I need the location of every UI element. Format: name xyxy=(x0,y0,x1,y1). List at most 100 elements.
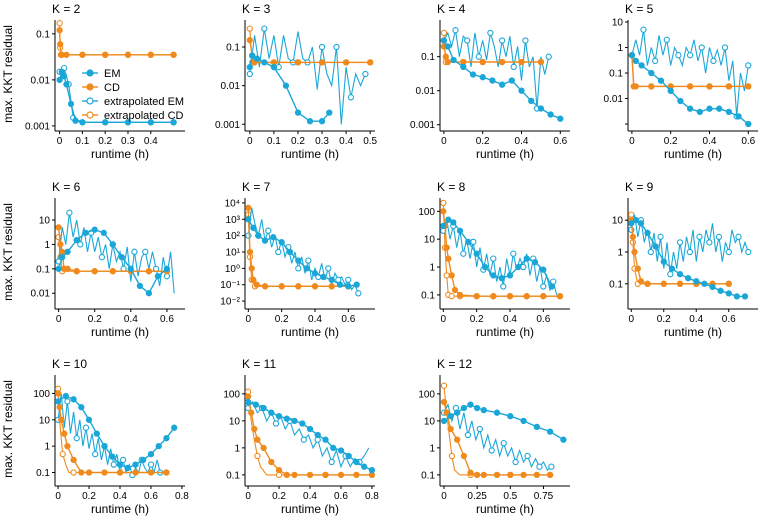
x-tick-label: 0.4 xyxy=(303,491,317,502)
x-tick-label: 0.6 xyxy=(741,136,755,147)
point-em xyxy=(127,265,134,272)
point-em xyxy=(72,117,79,124)
point-em xyxy=(560,436,567,443)
x-tick-label: 0.4 xyxy=(689,314,703,325)
point-cd xyxy=(132,469,139,476)
x-tick-label: 0.75 xyxy=(534,491,554,502)
point-em xyxy=(676,271,684,278)
panel-k8: K = 8 0 0.2 0.4 0.6 0.1 1 10 100 runtime (h) xyxy=(418,180,570,339)
point-em xyxy=(244,398,252,406)
point-extrapolated-em xyxy=(110,461,117,468)
point-em xyxy=(469,71,477,78)
point-extrapolated-em xyxy=(464,37,471,44)
point-cd xyxy=(318,59,326,66)
y-tick-label: 0.001 xyxy=(25,121,50,132)
point-em xyxy=(450,219,457,226)
point-extrapolated-cd xyxy=(448,293,455,300)
point-cd xyxy=(291,471,298,479)
point-em xyxy=(507,412,514,420)
point-cd xyxy=(337,471,345,479)
series-line-extrapolated-cd xyxy=(59,23,174,56)
point-em xyxy=(528,97,535,105)
x-tick-label: 0 xyxy=(629,136,635,147)
point-em xyxy=(255,232,262,239)
x-tick-label: 0.6 xyxy=(722,314,736,325)
point-cd xyxy=(295,283,302,290)
point-em xyxy=(520,417,527,425)
y-tick-label: 0.1 xyxy=(36,468,50,479)
point-cd xyxy=(480,471,487,479)
panel-k11: K = 11 0 0.2 0.4 0.6 0.8 0.1 1 10 100 runtime (h) xyxy=(223,357,379,516)
point-em xyxy=(460,63,467,71)
panel-title: K = 2 xyxy=(52,2,81,16)
plot-area xyxy=(244,388,376,479)
point-em xyxy=(667,87,674,95)
point-em xyxy=(93,430,100,437)
series-line-cd xyxy=(58,30,174,56)
point-em xyxy=(548,283,555,290)
x-tick-label: 0.6 xyxy=(144,491,158,502)
legend: EM CD extrapolated EM extrapolated CD xyxy=(82,68,184,122)
point-em xyxy=(278,239,285,246)
panel-title: K = 7 xyxy=(242,180,271,194)
point-extrapolated-em xyxy=(706,239,713,246)
point-cd xyxy=(64,442,71,450)
y-tick-label: 0.01 xyxy=(31,75,51,86)
point-em xyxy=(490,272,497,279)
point-extrapolated-em xyxy=(318,43,326,51)
point-cd xyxy=(102,51,109,58)
point-em xyxy=(59,254,66,261)
point-em xyxy=(638,62,645,69)
point-cd xyxy=(637,278,645,285)
point-extrapolated-em xyxy=(652,57,659,65)
point-cd xyxy=(367,59,374,66)
point-em xyxy=(460,404,468,412)
x-tick-label: 0 xyxy=(57,136,63,147)
point-em xyxy=(100,229,107,236)
x-tick-label: 0 xyxy=(441,491,447,502)
point-em xyxy=(78,404,85,411)
point-em xyxy=(696,108,703,116)
point-em xyxy=(454,409,461,416)
point-em xyxy=(345,452,352,460)
point-extrapolated-em xyxy=(488,447,495,454)
series-line-em xyxy=(57,395,175,469)
y-tick-label: 0.1 xyxy=(36,264,50,275)
point-em xyxy=(479,74,486,81)
point-extrapolated-em xyxy=(275,248,282,256)
point-cd xyxy=(254,436,261,443)
point-cd xyxy=(147,51,154,58)
point-extrapolated-em xyxy=(98,254,106,261)
point-extrapolated-em xyxy=(524,452,531,460)
point-cd xyxy=(61,430,68,437)
y-tick-label: 0.1 xyxy=(421,290,435,301)
point-em xyxy=(628,52,636,59)
point-em xyxy=(155,442,162,450)
point-em xyxy=(252,401,259,408)
series-line-extrapolated-em xyxy=(443,402,552,471)
point-em xyxy=(286,248,294,256)
y-tick-label: 0.01 xyxy=(604,94,624,105)
x-tick-label: 0.4 xyxy=(113,491,127,502)
point-cd xyxy=(445,255,452,262)
x-tick-label: 0.8 xyxy=(175,491,189,502)
point-em xyxy=(632,217,640,224)
x-tick-label: 0.4 xyxy=(308,314,322,325)
point-cd xyxy=(294,59,302,66)
plot-area xyxy=(440,382,567,479)
point-em xyxy=(116,461,124,468)
point-em xyxy=(268,409,275,416)
point-extrapolated-em xyxy=(522,37,529,44)
point-em xyxy=(85,416,93,423)
x-tick-label: 0 xyxy=(628,314,634,325)
x-tick-label: 0.2 xyxy=(291,136,305,147)
x-axis-label: runtime (h) xyxy=(91,325,149,339)
y-axis-label: max. KKT residual xyxy=(1,25,15,123)
point-extrapolated-em xyxy=(710,57,717,65)
point-em xyxy=(124,119,132,126)
point-cd xyxy=(442,53,449,60)
point-extrapolated-em xyxy=(657,233,664,240)
series-line-extrapolated-em xyxy=(57,393,161,477)
y-tick-label: 100 xyxy=(418,389,435,400)
